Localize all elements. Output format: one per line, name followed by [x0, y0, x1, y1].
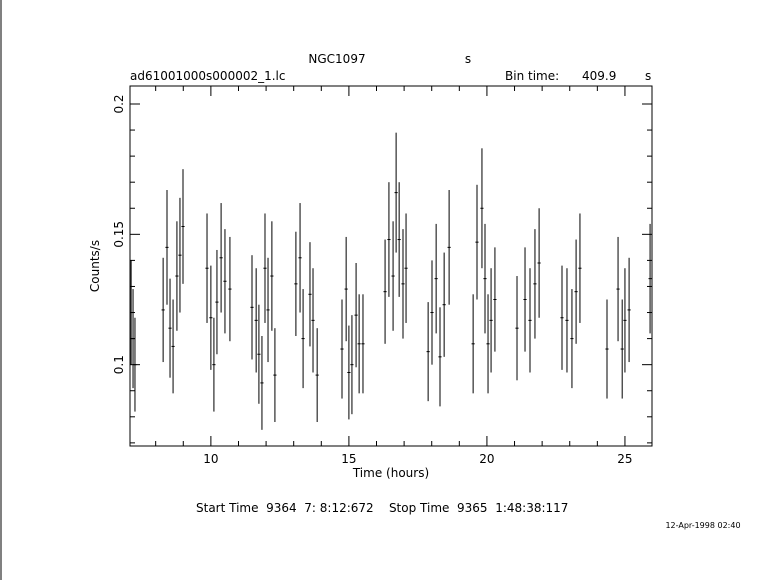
data-point [623, 268, 627, 373]
bin-time-label: Bin time: [505, 69, 559, 83]
data-point [270, 221, 274, 331]
data-point [254, 268, 258, 373]
data-point [560, 265, 564, 370]
y-axis-label: Counts/s [88, 240, 102, 292]
data-point [294, 231, 298, 336]
data-point [161, 257, 165, 363]
data-point [434, 223, 438, 334]
data-point [574, 239, 578, 344]
data-point [430, 260, 434, 365]
chart-title: NGC1097 [308, 52, 365, 66]
data-point [578, 213, 582, 323]
data-point [361, 294, 365, 394]
data-point [489, 268, 493, 373]
data-point [340, 299, 344, 399]
data-point [133, 317, 137, 412]
data-point [315, 328, 319, 423]
data-point [129, 260, 133, 365]
data-point [528, 268, 532, 373]
data-point [620, 299, 624, 399]
data-point [523, 247, 527, 352]
data-point [493, 247, 497, 352]
data-point [347, 325, 351, 420]
data-point [212, 317, 216, 412]
data-point [627, 257, 631, 363]
data-point [181, 169, 185, 284]
y-tick-label: 0.2 [112, 94, 126, 113]
data-point [165, 190, 169, 305]
data-point [301, 289, 305, 389]
y-tick-label: 0.15 [112, 221, 126, 248]
data-point [537, 208, 541, 318]
data-point [570, 289, 574, 389]
data-point [387, 182, 391, 297]
data-point [383, 239, 387, 344]
data-point [344, 236, 348, 342]
data-point [273, 328, 277, 423]
data-point [350, 315, 354, 415]
bin-time-unit: s [645, 69, 651, 83]
data-point [404, 213, 408, 323]
data-point [311, 268, 315, 373]
data-point [480, 148, 484, 269]
data-point [471, 294, 475, 394]
data-point [178, 197, 182, 313]
data-point [357, 294, 361, 394]
data-point [616, 236, 620, 342]
data-point [442, 252, 446, 357]
data-point [475, 184, 479, 300]
data-point [266, 257, 270, 363]
footer: Start Time 9364 7: 8:12:672 Stop Time 93… [196, 501, 568, 515]
data-point [263, 213, 267, 323]
data-point [171, 299, 175, 394]
data-point [219, 203, 223, 313]
data-point [308, 242, 312, 347]
data-point [209, 265, 213, 370]
title-unit: s [465, 52, 471, 66]
plot-frame [129, 85, 653, 447]
data-point [397, 182, 401, 297]
data-point [223, 229, 227, 334]
y-tick-label: 0.1 [112, 355, 126, 374]
data-point [228, 236, 232, 342]
data-point [605, 299, 609, 399]
data-point [648, 223, 652, 334]
data-point [260, 335, 264, 430]
data-point [483, 223, 487, 334]
x-tick-label: 20 [479, 452, 494, 466]
bin-time: 409.9 [582, 69, 616, 83]
data-point [175, 221, 179, 331]
data-point [438, 307, 442, 407]
data-point [354, 263, 358, 368]
data-point [131, 289, 135, 389]
data-point [298, 203, 302, 313]
data-point [168, 278, 172, 378]
x-tick-label: 10 [203, 452, 218, 466]
x-axis-label: Time (hours) [352, 466, 429, 480]
x-tick-label: 25 [617, 452, 632, 466]
data-point [257, 304, 261, 404]
data-point [205, 213, 209, 323]
data-point [394, 132, 398, 253]
data-point [426, 302, 430, 402]
data-point [533, 229, 537, 339]
data-point [401, 229, 405, 339]
data-point [447, 190, 451, 305]
data-point [250, 255, 254, 360]
data-point [515, 276, 519, 381]
data-point [215, 249, 219, 355]
data-point [565, 268, 569, 373]
data-point [391, 221, 395, 331]
data-point [486, 294, 490, 394]
x-tick-label: 15 [341, 452, 356, 466]
subtitle: ad61001000s000002_1.lc [130, 69, 286, 83]
date-stamp: 12-Apr-1998 02:40 [665, 521, 740, 530]
